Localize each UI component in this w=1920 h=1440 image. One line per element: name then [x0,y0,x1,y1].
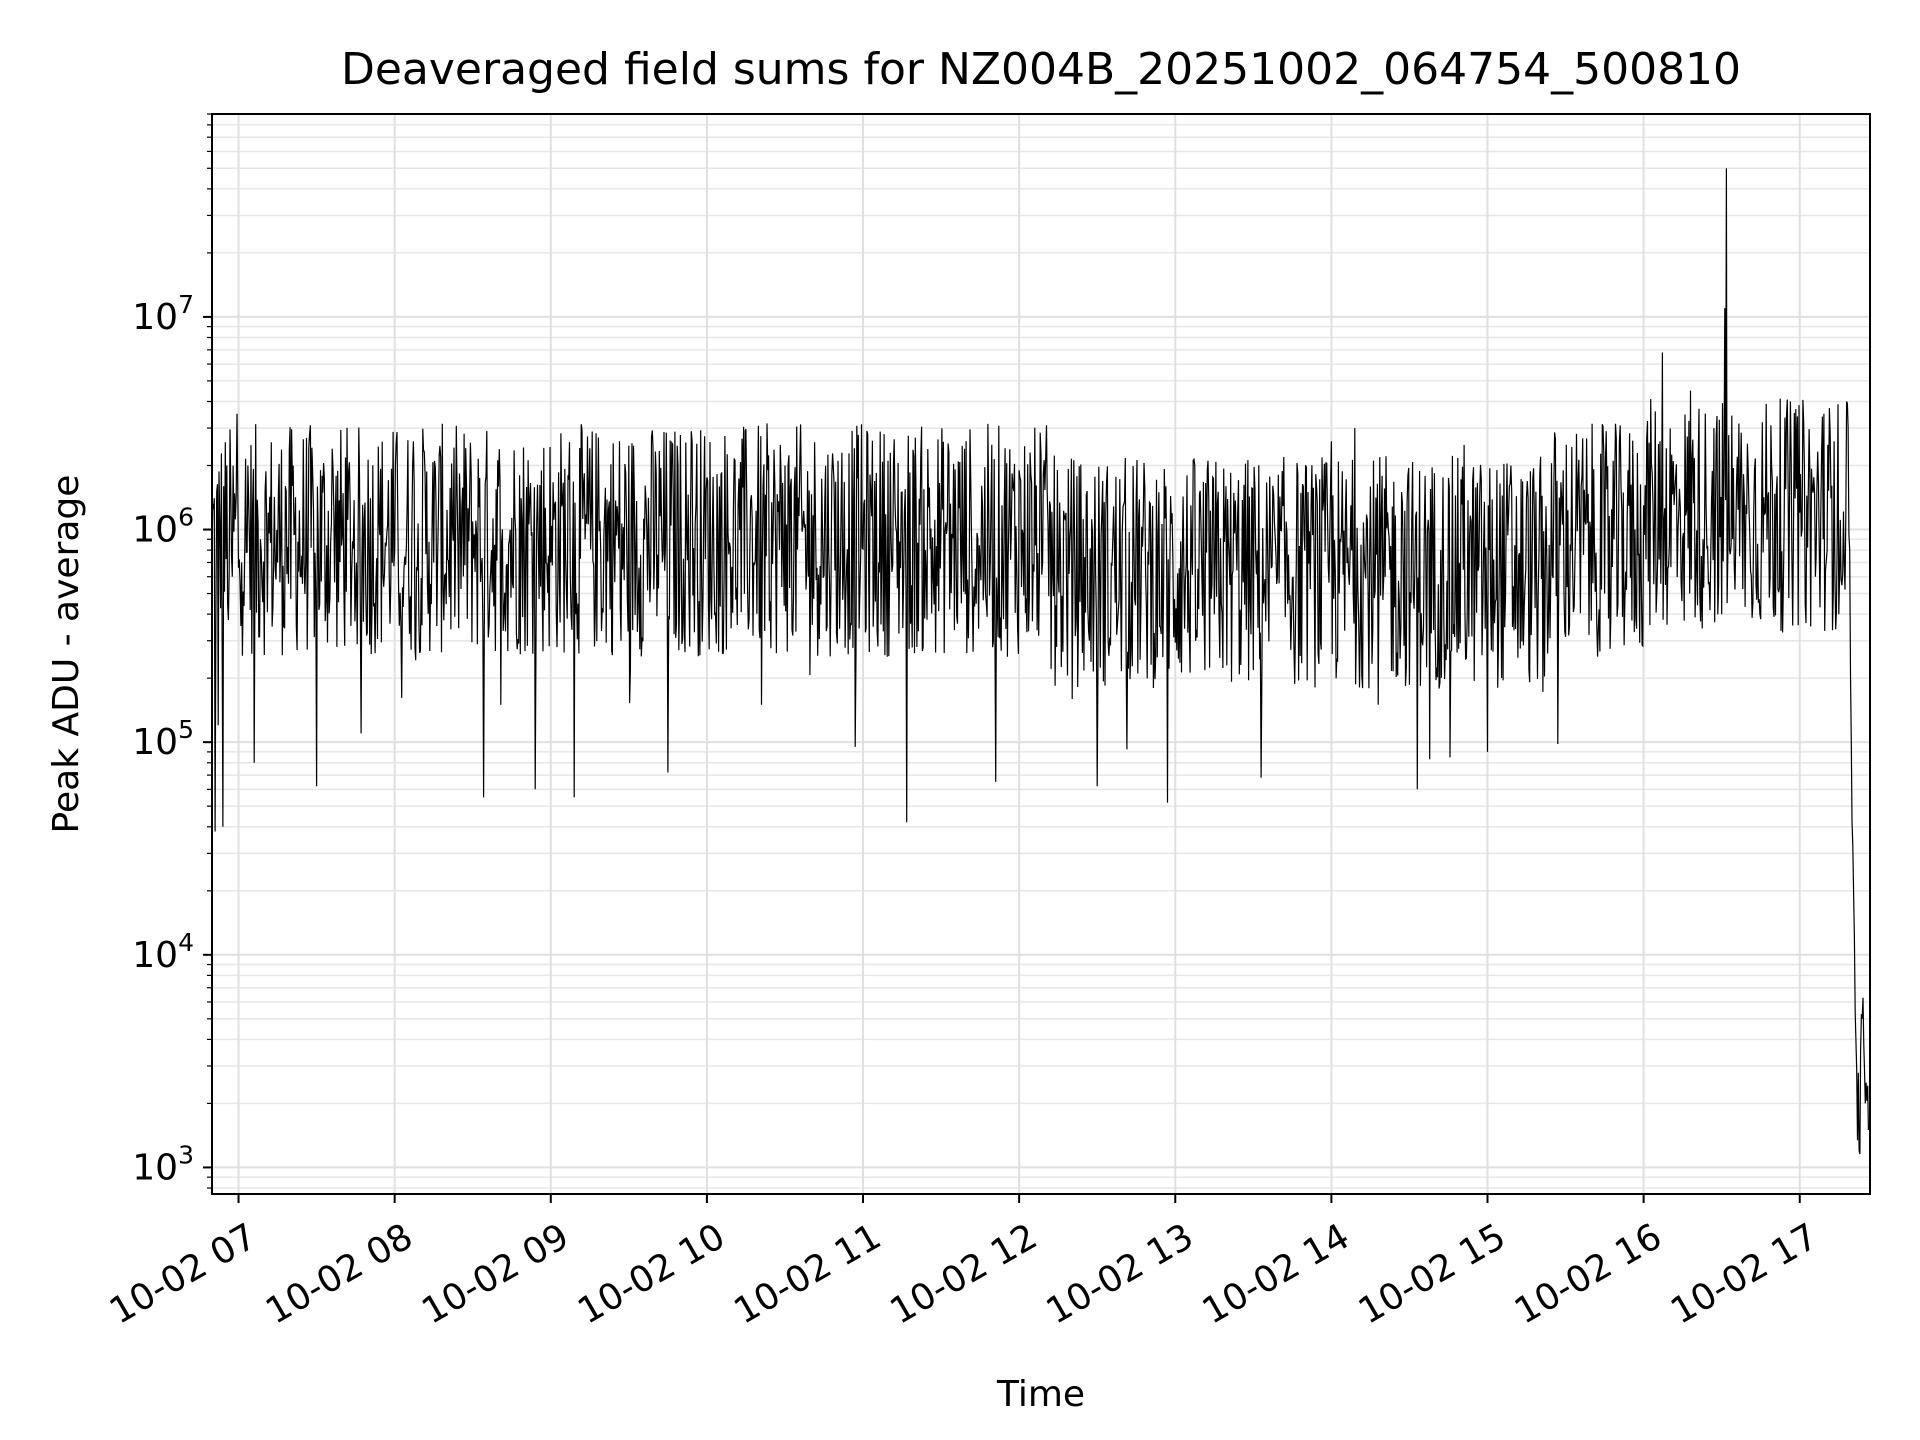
y-tick-label: 104 [132,928,194,976]
y-tick-label: 105 [132,715,194,763]
y-axis-ticks: 103 104 105 106 107 [132,113,212,1189]
y-axis-label: Peak ADU - average [46,475,87,834]
chart-title: Deaveraged field sums for NZ004B_2025100… [341,44,1741,95]
y-tick-label: 106 [132,503,194,551]
x-axis-label: Time [996,1374,1085,1415]
plot-frame [211,113,1871,1195]
grid-lines [212,113,1870,1194]
data-series-line [211,168,1869,1155]
y-tick-label: 103 [132,1140,194,1188]
y-tick-label: 107 [132,290,194,338]
